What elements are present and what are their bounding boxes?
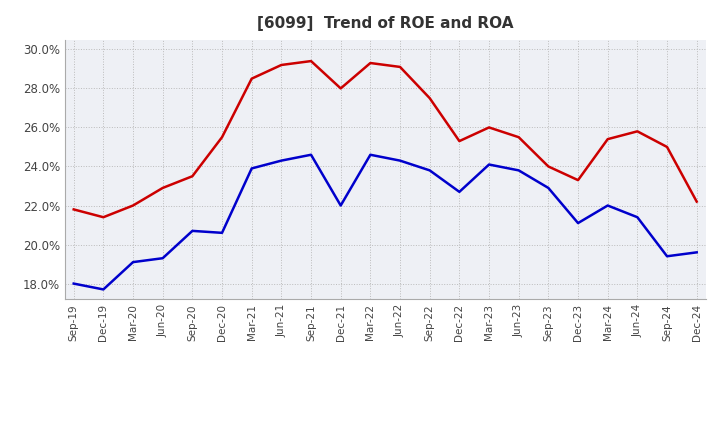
ROE bbox=[336, 86, 345, 91]
ROE bbox=[693, 199, 701, 204]
ROA bbox=[99, 287, 108, 292]
ROE bbox=[455, 139, 464, 144]
ROE bbox=[544, 164, 553, 169]
ROE bbox=[574, 177, 582, 183]
ROA bbox=[544, 185, 553, 191]
ROA bbox=[396, 158, 405, 163]
ROE bbox=[99, 215, 108, 220]
ROA bbox=[603, 203, 612, 208]
ROE bbox=[603, 136, 612, 142]
ROA bbox=[69, 281, 78, 286]
ROA bbox=[277, 158, 286, 163]
ROA bbox=[662, 253, 671, 259]
ROE bbox=[485, 125, 493, 130]
ROA bbox=[633, 215, 642, 220]
ROA bbox=[158, 256, 167, 261]
Line: ROE: ROE bbox=[73, 61, 697, 217]
Title: [6099]  Trend of ROE and ROA: [6099] Trend of ROE and ROA bbox=[257, 16, 513, 32]
ROA bbox=[426, 168, 434, 173]
Line: ROA: ROA bbox=[73, 155, 697, 290]
ROE bbox=[307, 59, 315, 64]
ROA bbox=[574, 220, 582, 226]
ROE bbox=[188, 174, 197, 179]
ROA bbox=[455, 189, 464, 194]
ROE bbox=[426, 95, 434, 101]
ROE bbox=[514, 135, 523, 140]
ROE bbox=[277, 62, 286, 68]
ROA bbox=[307, 152, 315, 158]
ROA bbox=[248, 166, 256, 171]
ROE bbox=[129, 203, 138, 208]
ROE bbox=[366, 60, 374, 66]
ROA bbox=[514, 168, 523, 173]
ROA bbox=[336, 203, 345, 208]
ROA bbox=[217, 230, 226, 235]
ROE bbox=[248, 76, 256, 81]
ROE bbox=[158, 185, 167, 191]
ROA bbox=[693, 250, 701, 255]
ROA bbox=[129, 260, 138, 265]
ROE bbox=[396, 64, 405, 70]
ROE bbox=[633, 128, 642, 134]
ROE bbox=[217, 135, 226, 140]
ROA bbox=[366, 152, 374, 158]
ROE bbox=[662, 144, 671, 150]
ROE bbox=[69, 207, 78, 212]
ROA bbox=[485, 162, 493, 167]
ROA bbox=[188, 228, 197, 234]
